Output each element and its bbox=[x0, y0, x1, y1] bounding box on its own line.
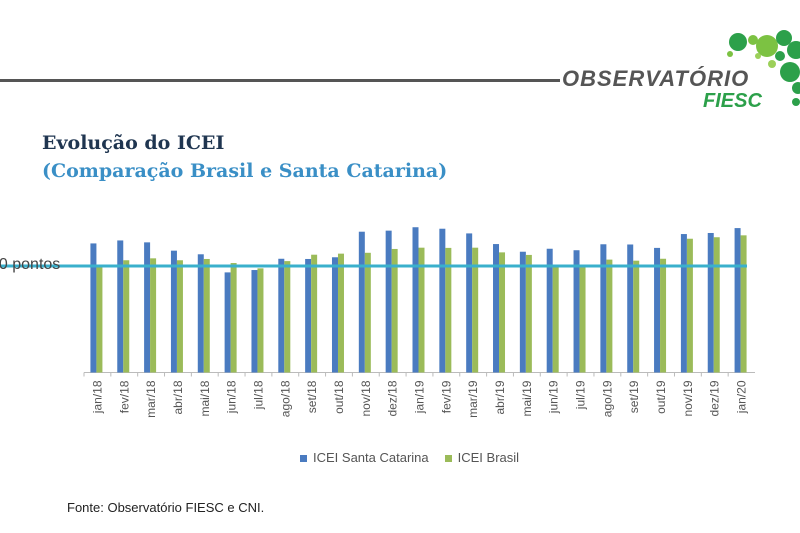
bar-brasil bbox=[311, 254, 318, 373]
bar-santa-catarina bbox=[278, 258, 285, 373]
bar-brasil bbox=[364, 252, 371, 373]
bar-brasil bbox=[579, 266, 586, 373]
bar-santa-catarina bbox=[493, 244, 500, 373]
x-tick-label: mai/18 bbox=[198, 380, 212, 416]
x-tick-label: jan/20 bbox=[735, 380, 749, 414]
source-note: Fonte: Observatório FIESC e CNI. bbox=[67, 500, 265, 515]
bar-santa-catarina bbox=[466, 233, 473, 373]
bar-santa-catarina bbox=[600, 244, 607, 373]
x-tick-label: nov/19 bbox=[681, 380, 695, 416]
x-tick-label: set/18 bbox=[305, 380, 319, 413]
reference-line-label: 50 pontos bbox=[0, 256, 61, 273]
x-tick-label: fev/19 bbox=[439, 380, 453, 413]
bar-santa-catarina bbox=[734, 228, 741, 373]
bar-santa-catarina bbox=[519, 251, 526, 373]
bar-brasil bbox=[284, 261, 291, 373]
bar-brasil bbox=[686, 238, 693, 373]
x-tick-label: dez/19 bbox=[708, 380, 722, 416]
bar-brasil bbox=[499, 252, 506, 373]
bar-brasil bbox=[123, 260, 130, 373]
bar-brasil bbox=[606, 259, 613, 373]
x-tick-label: jan/19 bbox=[413, 380, 427, 414]
x-tick-label: jun/18 bbox=[225, 380, 239, 414]
bar-brasil bbox=[740, 235, 747, 373]
x-tick-label: ago/18 bbox=[278, 380, 292, 417]
x-tick-label: mai/19 bbox=[520, 380, 534, 416]
x-tick-label: ago/19 bbox=[600, 380, 614, 417]
bar-santa-catarina bbox=[412, 227, 419, 373]
chart-title: Evolução do ICEI bbox=[42, 132, 225, 154]
bar-brasil bbox=[176, 260, 183, 373]
x-tick-label: out/19 bbox=[654, 380, 668, 414]
bar-santa-catarina bbox=[385, 230, 392, 373]
bar-santa-catarina bbox=[251, 270, 258, 373]
bar-chart: jan/18 fev/18 mar/18 abr/18 mai/18 jun/18 jul/… bbox=[0, 227, 755, 418]
chart-subtitle: (Comparação Brasil e Santa Catarina) bbox=[42, 160, 448, 182]
legend-item-brasil: ICEI Brasil bbox=[444, 450, 519, 465]
x-tick-label: fev/18 bbox=[117, 380, 131, 413]
bar-brasil bbox=[150, 258, 157, 373]
x-tick-label: abr/18 bbox=[171, 380, 185, 414]
bar-brasil bbox=[552, 266, 559, 373]
logo-text: OBSERVATÓRIO bbox=[562, 66, 750, 91]
bar-brasil bbox=[713, 237, 720, 373]
legend-swatch bbox=[300, 455, 307, 462]
bar-brasil bbox=[525, 254, 532, 373]
bar-santa-catarina bbox=[331, 257, 338, 373]
bar-santa-catarina bbox=[305, 258, 312, 373]
legend-item-sc: ICEI Santa Catarina bbox=[300, 450, 429, 465]
x-tick-label: jan/18 bbox=[90, 380, 104, 414]
bar-santa-catarina bbox=[170, 250, 177, 373]
x-tick-label: mar/18 bbox=[144, 380, 158, 418]
x-tick-label: out/18 bbox=[332, 380, 346, 414]
bar-santa-catarina bbox=[627, 244, 634, 373]
header-divider bbox=[0, 79, 560, 82]
bar-santa-catarina bbox=[707, 232, 714, 373]
legend-swatch bbox=[444, 455, 452, 462]
bar-brasil bbox=[203, 258, 210, 373]
legend: ICEI Santa Catarina ICEI Brasil bbox=[300, 450, 519, 465]
x-tick-label: nov/18 bbox=[359, 380, 373, 416]
bar-brasil bbox=[472, 247, 479, 373]
bar-brasil bbox=[96, 266, 103, 373]
bar-brasil bbox=[337, 253, 344, 373]
bar-santa-catarina bbox=[197, 254, 204, 373]
bar-brasil bbox=[445, 247, 452, 373]
bar-brasil bbox=[418, 247, 425, 373]
bar-brasil bbox=[230, 263, 237, 373]
x-tick-label: mar/19 bbox=[466, 380, 480, 418]
bar-brasil bbox=[633, 260, 640, 373]
observatorio-logo-dots bbox=[727, 30, 800, 106]
bar-santa-catarina bbox=[90, 243, 97, 373]
bar-santa-catarina bbox=[573, 250, 580, 373]
x-tick-label: jul/19 bbox=[574, 380, 588, 410]
bar-brasil bbox=[257, 268, 264, 373]
bar-santa-catarina bbox=[654, 247, 661, 373]
logo-subtext: FIESC bbox=[703, 90, 762, 112]
bar-brasil bbox=[660, 258, 667, 373]
x-tick-label: dez/18 bbox=[386, 380, 400, 416]
x-tick-label: jun/19 bbox=[547, 380, 561, 414]
bar-santa-catarina bbox=[117, 240, 124, 373]
x-tick-label: set/19 bbox=[627, 380, 641, 413]
bar-santa-catarina bbox=[144, 242, 151, 373]
bar-santa-catarina bbox=[439, 228, 446, 373]
bar-santa-catarina bbox=[358, 231, 365, 373]
bar-brasil bbox=[391, 248, 398, 373]
bar-santa-catarina bbox=[546, 248, 553, 373]
bar-santa-catarina bbox=[224, 272, 231, 373]
bar-santa-catarina bbox=[680, 234, 687, 373]
x-tick-label: jul/18 bbox=[251, 380, 265, 410]
x-tick-label: abr/19 bbox=[493, 380, 507, 414]
